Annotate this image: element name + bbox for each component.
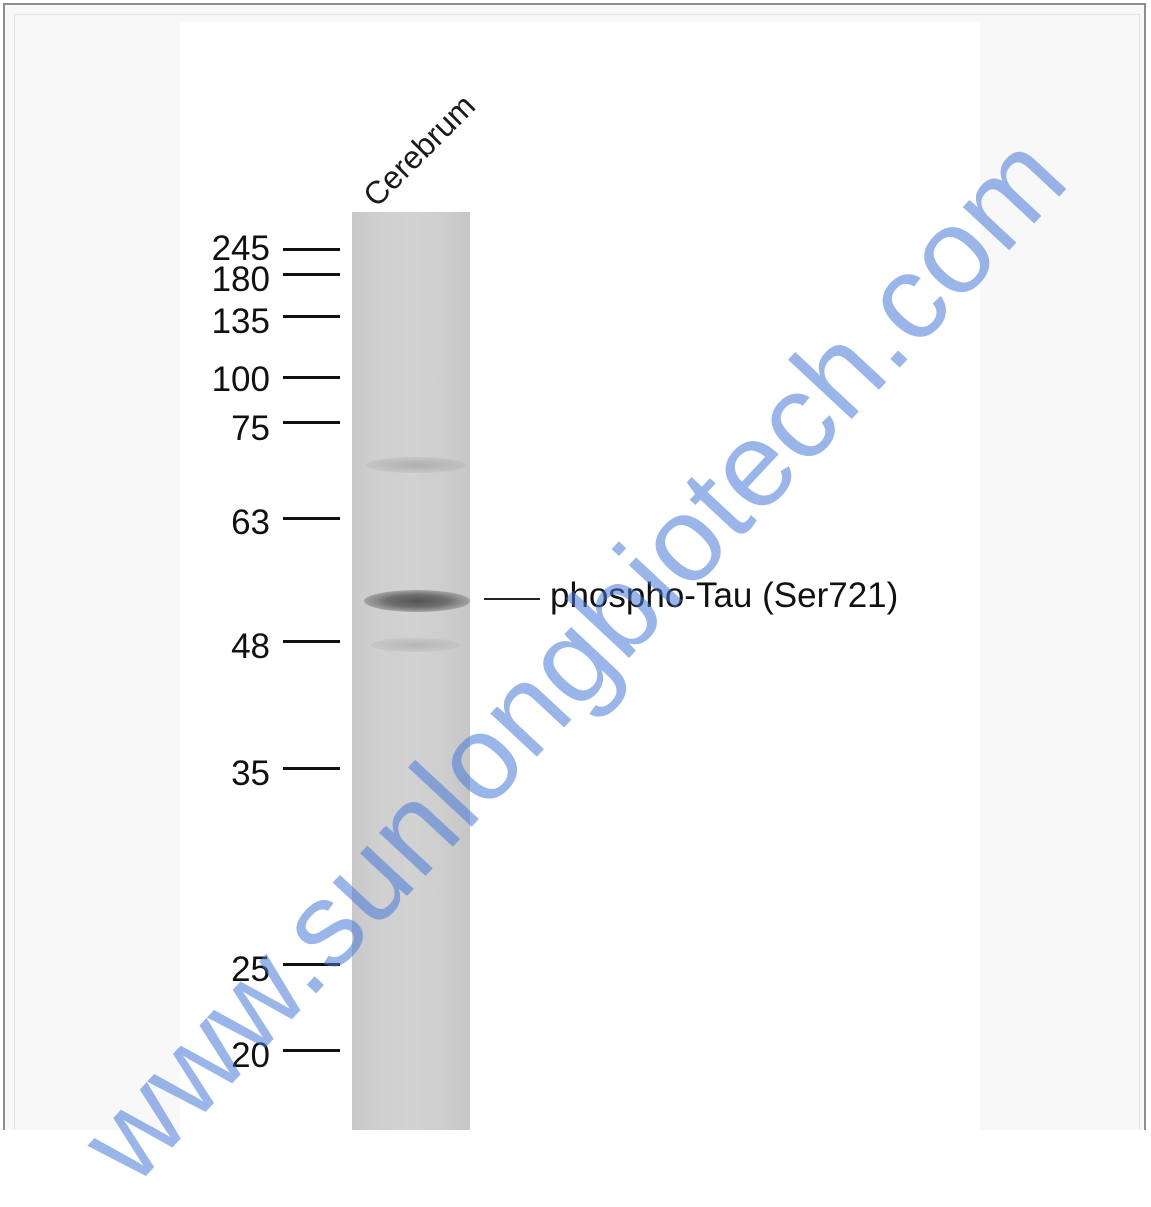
blot-lane xyxy=(352,212,470,1130)
marker-tick-48 xyxy=(283,640,340,643)
marker-label-25: 25 xyxy=(231,950,270,989)
marker-label-20: 20 xyxy=(231,1036,270,1075)
faint-band-lower xyxy=(370,638,460,652)
band-pointer-line xyxy=(484,598,540,600)
marker-tick-25 xyxy=(283,963,340,966)
blot-panel xyxy=(180,22,980,1130)
marker-tick-245 xyxy=(283,248,340,251)
marker-tick-75 xyxy=(283,421,340,424)
marker-label-48: 48 xyxy=(231,627,270,666)
marker-label-100: 100 xyxy=(211,360,270,399)
faint-band-upper xyxy=(366,457,466,473)
marker-label-180: 180 xyxy=(211,260,270,299)
main-band xyxy=(364,590,470,612)
inner-border xyxy=(14,14,1140,1130)
marker-tick-20 xyxy=(283,1049,340,1052)
marker-label-135: 135 xyxy=(211,302,270,341)
marker-tick-63 xyxy=(283,517,340,520)
marker-tick-180 xyxy=(283,273,340,276)
marker-tick-100 xyxy=(283,376,340,379)
band-label: phospho-Tau (Ser721) xyxy=(550,576,899,615)
marker-tick-35 xyxy=(283,767,340,770)
marker-label-63: 63 xyxy=(231,503,270,542)
marker-tick-135 xyxy=(283,315,340,318)
marker-label-245: 245 xyxy=(211,229,270,268)
marker-label-35: 35 xyxy=(231,754,270,793)
marker-label-75: 75 xyxy=(231,409,270,448)
